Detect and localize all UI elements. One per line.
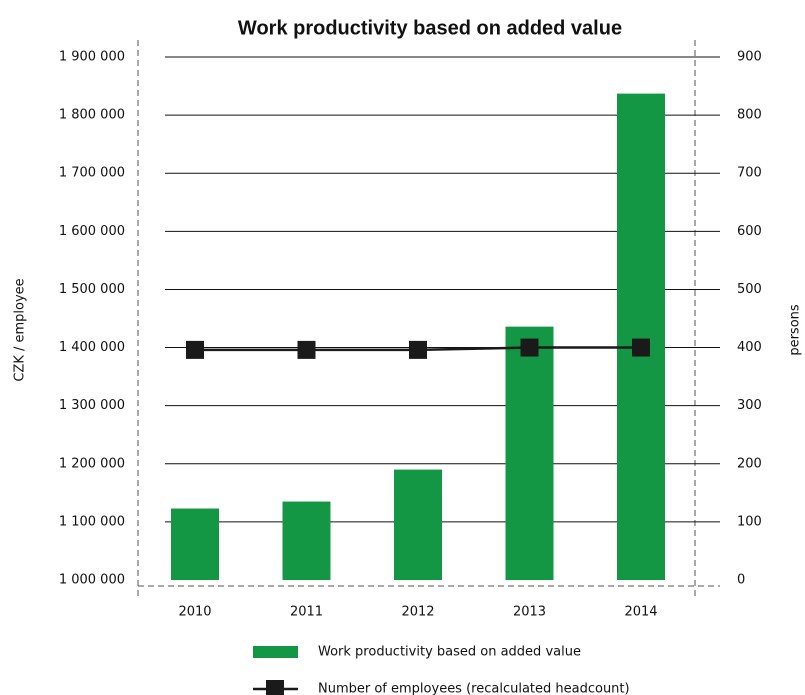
y-tick-label: 1 400 000 [59,340,125,355]
marker [186,340,204,359]
marker [297,340,316,359]
y2-tick-label: 500 [737,282,762,297]
bar [505,326,554,580]
y-tick-label: 1 600 000 [59,224,125,239]
y-tick-label: 1 300 000 [59,398,125,413]
y2-tick-label: 300 [737,398,762,413]
marker [632,338,650,357]
x-tick-label: 2012 [401,605,434,620]
marker [409,340,427,359]
y-tick-label: 1 800 000 [59,108,125,123]
legend-label: Number of employees (recalculated headco… [318,682,630,695]
bar [171,508,219,580]
x-tick-label: 2014 [624,605,657,620]
y2-tick-label: 900 [737,50,762,65]
bar [282,501,331,580]
y2-tick-label: 100 [737,514,762,529]
legend-swatch [253,646,298,658]
y2-tick-label: 200 [737,456,762,471]
y-axis-label: CZK / employee [13,278,28,381]
y-tick-label: 1 700 000 [59,166,125,181]
x-tick-label: 2011 [290,605,323,620]
y-tick-label: 1 100 000 [59,514,125,529]
y2-axis-label: persons [788,304,803,356]
y-tick-label: 1 900 000 [59,50,125,65]
y-tick-label: 1 200 000 [59,456,125,471]
bar [394,469,442,580]
bar [617,93,665,581]
y2-tick-label: 0 [737,573,745,588]
legend-label: Work productivity based on added value [318,645,581,660]
y2-tick-label: 700 [737,166,762,181]
chart-title: Work productivity based on added value [238,17,622,39]
x-tick-label: 2010 [178,605,211,620]
x-tick-label: 2013 [513,605,546,620]
y2-tick-label: 400 [737,340,762,355]
legend-swatch [266,680,284,695]
y2-tick-label: 800 [737,108,762,123]
marker [520,338,539,357]
y-tick-label: 1 500 000 [59,282,125,297]
y2-tick-label: 600 [737,224,762,239]
y-tick-label: 1 000 000 [59,573,125,588]
